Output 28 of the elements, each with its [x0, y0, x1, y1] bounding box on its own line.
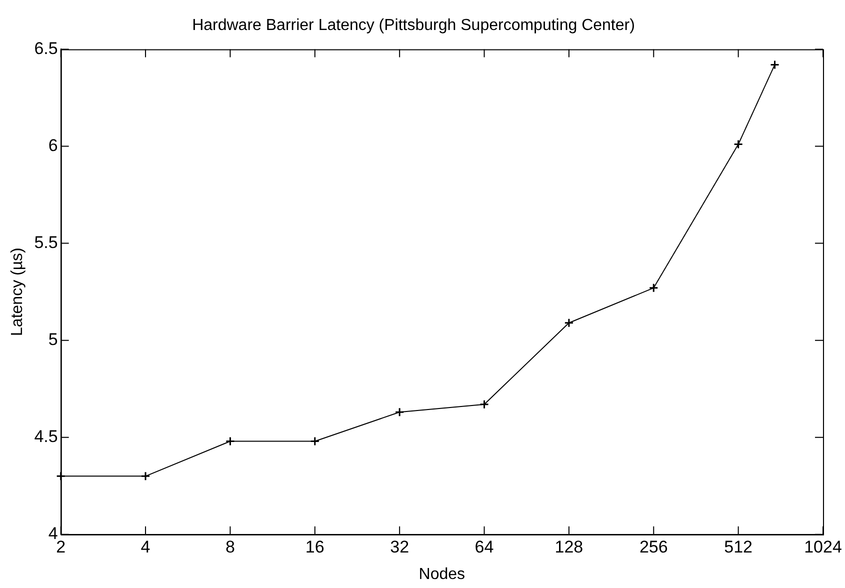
point: [140, 471, 150, 481]
y-tick-label: 4: [48, 524, 58, 544]
y-tick-label: 6.5: [34, 38, 58, 58]
x-tick-label: 2: [56, 537, 66, 556]
point: [564, 318, 574, 328]
point: [394, 407, 404, 417]
point: [56, 471, 66, 481]
x-tick-label: 8: [225, 537, 235, 556]
y-tick-label: 5.5: [34, 232, 58, 252]
y-tick-label: 6: [48, 136, 58, 155]
point: [648, 283, 658, 293]
point: [480, 400, 490, 410]
x-axis-title: Nodes: [418, 566, 466, 583]
point: [310, 436, 320, 446]
x-tick-label: 4: [140, 537, 150, 556]
x-tick-label: 16: [305, 537, 324, 556]
x-tick-label: 1024: [804, 537, 842, 556]
x-tick-label: 64: [474, 537, 494, 556]
y-tick-label: 5: [48, 330, 58, 350]
x-tick-label: 512: [724, 537, 752, 556]
y-tick-label: 4.5: [34, 427, 58, 446]
y-axis-title: Latency (µs): [9, 248, 26, 336]
x-tick-label: 32: [390, 537, 410, 556]
point: [734, 140, 744, 150]
x-tick-label: 128: [554, 537, 584, 556]
x-tick-label: 256: [639, 537, 668, 556]
chart-title: Hardware Barrier Latency (Pittsburgh Supercomputing Center): [192, 17, 635, 34]
point: [225, 436, 235, 446]
